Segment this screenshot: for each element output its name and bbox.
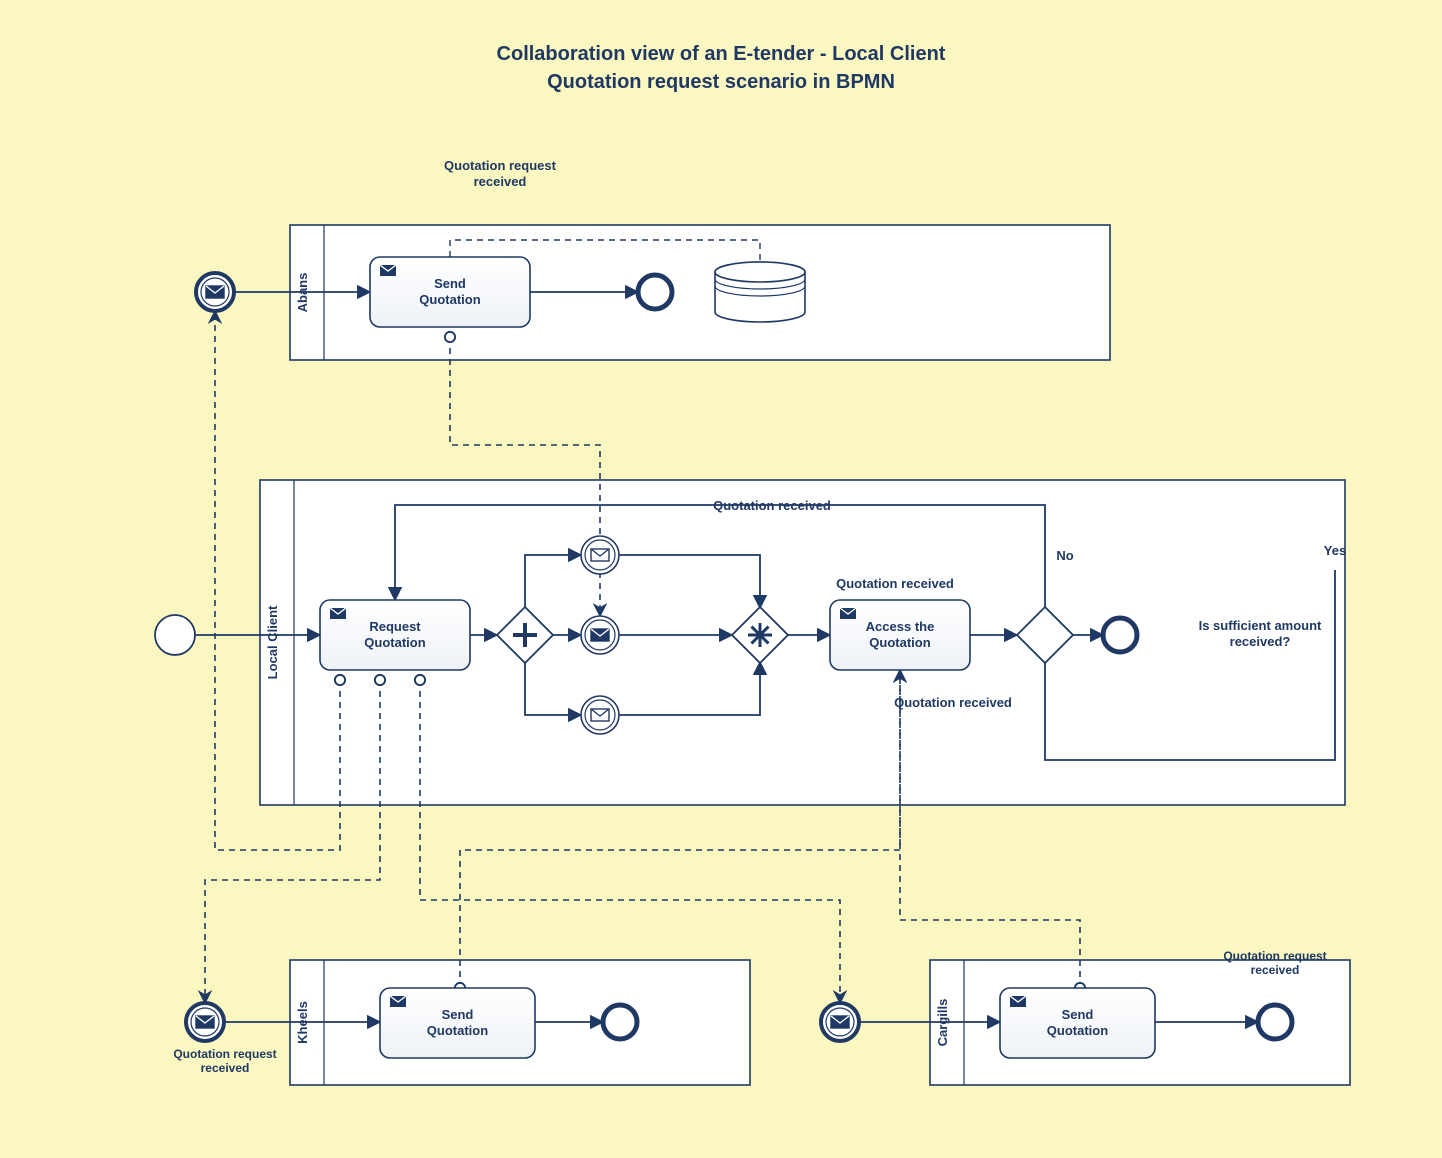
label-qr-before: Quotation received: [836, 576, 954, 591]
label-no: No: [1056, 548, 1073, 563]
task-label: Send: [1062, 1007, 1094, 1022]
event-kheels_end: [603, 1005, 637, 1039]
task-label: Quotation: [869, 635, 930, 650]
label-sufficient-2: received?: [1230, 634, 1291, 649]
svg-text:Quotation request scenario in: Quotation request scenario in BPMN: [547, 71, 895, 93]
task-cargills_send: SendQuotation: [1000, 988, 1155, 1058]
event-abans_start: [196, 273, 234, 311]
event-client_start: [155, 615, 195, 655]
label-kheels-qr: Quotation request: [173, 1047, 276, 1061]
label-kheels-qr-2: received: [201, 1061, 250, 1075]
task-label: Send: [434, 276, 466, 291]
event-cargills_end: [1258, 1005, 1292, 1039]
label-qr-bot: Quotation received: [894, 695, 1012, 710]
event-msg_top: [581, 536, 619, 574]
task-label: Send: [442, 1007, 474, 1022]
task-label: Quotation: [427, 1023, 488, 1038]
label-abans-qr: Quotation request: [444, 158, 557, 173]
task-label: Quotation: [364, 635, 425, 650]
task-kheels_send: SendQuotation: [380, 988, 535, 1058]
label-qr-top: Quotation received: [713, 498, 831, 513]
data-store: [715, 262, 805, 322]
task-label: Quotation: [419, 292, 480, 307]
task-label: Quotation: [1047, 1023, 1108, 1038]
bpmn-canvas: Collaboration view of an E-tender - Loca…: [0, 0, 1442, 1158]
label-cargills-qr-2: received: [1251, 963, 1300, 977]
pool-label-client: Local Client: [265, 605, 280, 679]
task-client_access: Access theQuotation: [830, 600, 970, 670]
label-yes: Yes: [1324, 543, 1346, 558]
task-label: Request: [369, 619, 421, 634]
event-cargills_start: [821, 1003, 859, 1041]
event-client_end: [1103, 618, 1137, 652]
task-abans_send: SendQuotation: [370, 257, 530, 327]
event-kheels_start: [186, 1003, 224, 1041]
event-abans_end: [638, 275, 672, 309]
label-abans-qr-2: received: [474, 174, 527, 189]
task-client_req: RequestQuotation: [320, 600, 470, 670]
event-msg_bot: [581, 696, 619, 734]
event-msg_mid: [581, 616, 619, 654]
label-sufficient-1: Is sufficient amount: [1199, 618, 1322, 633]
label-cargills-qr: Quotation request: [1223, 949, 1326, 963]
bpmn-svg: Collaboration view of an E-tender - Loca…: [0, 0, 1442, 1158]
task-label: Access the: [866, 619, 935, 634]
svg-text:Collaboration view of an E-ten: Collaboration view of an E-tender - Loca…: [497, 43, 946, 65]
